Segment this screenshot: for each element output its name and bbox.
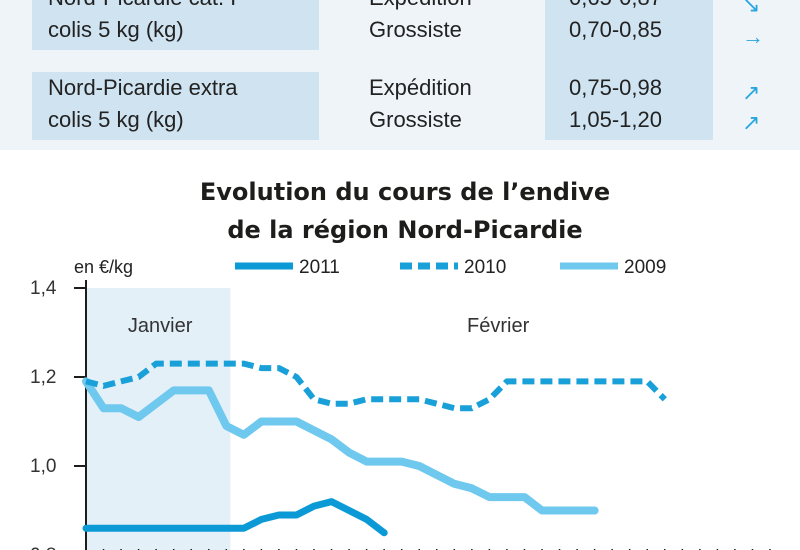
price-column-background: [545, 0, 713, 140]
plot-area: Janvier Février 0,8 1,0 1,2 1,4: [30, 278, 771, 550]
legend-label-2011: 2011: [299, 257, 340, 278]
y-tick-label: 1,0: [30, 456, 56, 477]
price-value: 0,65-0,87: [569, 0, 713, 14]
market-cell-extra: Expédition Grossiste: [320, 72, 545, 140]
up-right-arrow-icon: ↗: [742, 80, 761, 105]
legend: 2011 2010 2009: [235, 257, 666, 278]
price-value: 0,75-0,98: [569, 75, 662, 100]
legend-label-2009: 2009: [624, 257, 666, 278]
y-tick-label: 1,4: [30, 278, 57, 299]
chart-title-line-1: Evolution du cours de l’endive: [200, 178, 610, 206]
legend-label-2010: 2010: [464, 257, 506, 278]
market-cell-cat1: Expédition Grossiste: [320, 0, 545, 50]
product-line: colis 5 kg (kg): [48, 107, 184, 132]
series-line-2009: [82, 377, 599, 515]
price-value: 0,70-0,85: [569, 17, 662, 42]
period-band-janvier: [86, 288, 231, 550]
price-table: Nord-Picardie cat. I colis 5 kg (kg) Exp…: [0, 0, 800, 150]
price-cell-extra: 0,75-0,98 1,05-1,20: [545, 72, 713, 140]
y-tick-label: 0,8: [30, 545, 56, 550]
unit-label: en €/kg: [74, 257, 133, 277]
market-label: Grossiste: [369, 17, 462, 42]
price-value: 1,05-1,20: [569, 107, 662, 132]
y-tick-label: 1,2: [30, 367, 56, 388]
market-label: Expédition: [369, 0, 545, 14]
price-cell-cat1: 0,65-0,87 0,70-0,85: [545, 0, 713, 50]
product-line: Nord-Picardie cat. I: [48, 0, 319, 14]
product-cell-extra: Nord-Picardie extra colis 5 kg (kg): [32, 72, 319, 140]
chart-title-line-2: de la région Nord-Picardie: [227, 216, 582, 244]
series-line-2011: [82, 498, 388, 537]
market-label: Grossiste: [369, 107, 462, 132]
period-label: Janvier: [128, 315, 193, 337]
market-label: Expédition: [369, 75, 472, 100]
product-line: Nord-Picardie extra: [48, 75, 238, 100]
right-arrow-icon: →: [742, 24, 764, 49]
up-right-arrow-icon: ↗: [742, 110, 761, 135]
product-cell-cat1: Nord-Picardie cat. I colis 5 kg (kg): [32, 0, 319, 50]
period-label: Février: [467, 315, 530, 337]
series-line-2010: [85, 360, 667, 412]
product-line: colis 5 kg (kg): [48, 17, 184, 42]
down-right-arrow-icon: ↘: [742, 0, 761, 17]
